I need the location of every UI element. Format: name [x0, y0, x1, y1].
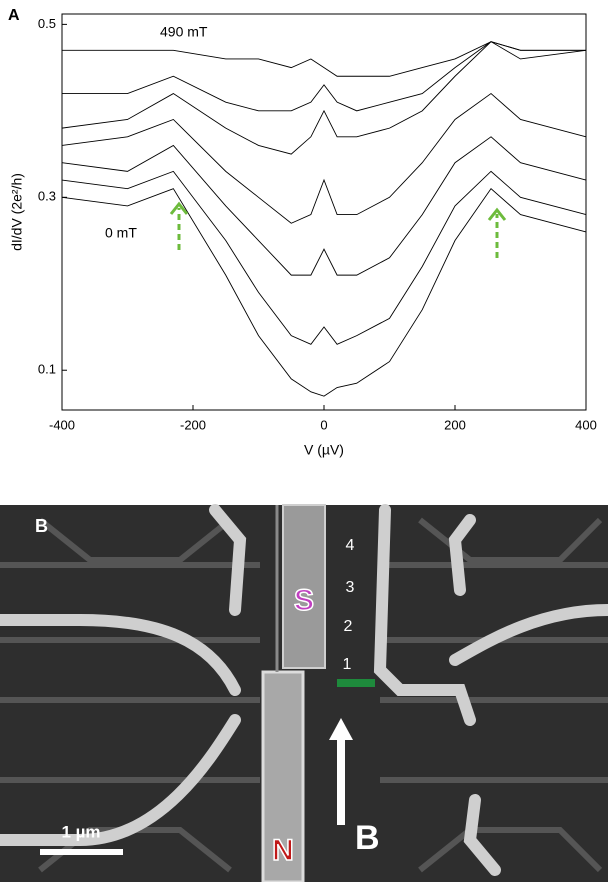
n-label: N: [272, 834, 294, 867]
curve: [62, 41, 586, 77]
y-tick-label: 0.1: [38, 362, 56, 377]
x-tick-label: 400: [575, 417, 597, 432]
position-label: 4: [346, 537, 355, 554]
lead: [448, 514, 476, 596]
superconductor: [282, 504, 326, 669]
panel-label: B: [35, 516, 48, 536]
annotation: 490 mT: [160, 24, 208, 40]
lead: [209, 504, 247, 616]
arrow-head: [487, 207, 507, 221]
panel-label: A: [8, 7, 20, 24]
y-tick-label: 0.5: [38, 16, 56, 31]
normal-lead: [261, 670, 305, 882]
plot: -400 -200 0 200 400 0.1 0.3 0.5: [38, 16, 597, 433]
curve: [62, 41, 586, 112]
lead: [449, 604, 608, 666]
arrows: [169, 201, 507, 258]
curve: [61, 170, 587, 345]
position-label: 3: [346, 579, 355, 596]
scale-bar: [40, 849, 123, 855]
x-tick-label: 0: [320, 417, 327, 432]
sem-image: [0, 504, 608, 882]
annotation: 0 mT: [105, 225, 137, 241]
lead: [373, 504, 476, 726]
curve: [61, 187, 587, 397]
arrow-head: [169, 201, 189, 215]
y-tick-label: 0.3: [38, 189, 56, 204]
y-axis-label: dI/dV (2e²/h): [9, 173, 25, 251]
position-label: 1: [343, 656, 352, 673]
x-tick-label: -200: [180, 417, 206, 432]
curve: [61, 41, 587, 155]
x-tick-label: -400: [49, 417, 75, 432]
lead: [0, 714, 241, 846]
x-tick-label: 200: [444, 417, 466, 432]
x-axis-label: V (µV): [304, 442, 344, 458]
marker: [337, 679, 375, 687]
field-arrow-head: [329, 718, 353, 740]
plot-frame: [61, 13, 587, 411]
position-label: 2: [344, 618, 353, 635]
curve: [61, 92, 587, 224]
lead: [463, 794, 501, 876]
curve: [61, 136, 587, 276]
scale-label: 1 µm: [61, 822, 100, 841]
leads: [0, 504, 608, 876]
s-label: S: [294, 584, 314, 617]
lead: [0, 614, 241, 696]
field-label: B: [355, 819, 380, 857]
